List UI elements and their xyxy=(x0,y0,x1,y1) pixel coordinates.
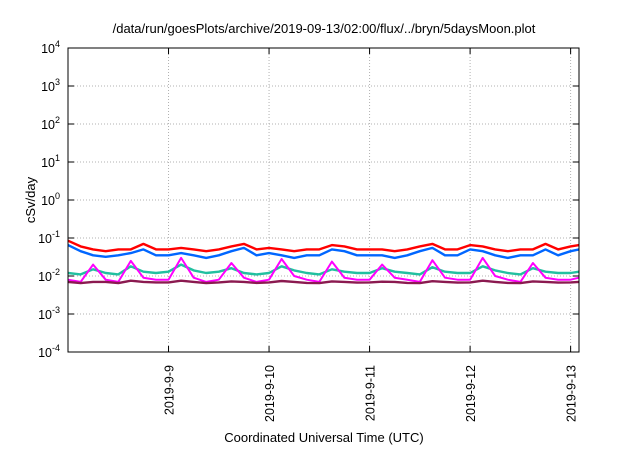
y-tick-label-base: 10 xyxy=(38,270,52,284)
y-tick-label-base: 10 xyxy=(41,42,55,56)
y-tick-label-exponent: -4 xyxy=(52,343,60,353)
series-line-magenta xyxy=(67,256,580,283)
y-tick-label: 10-4 xyxy=(38,343,60,360)
series-line-teal xyxy=(67,263,580,276)
x-tick-label: 2019-9-10 xyxy=(263,365,277,422)
y-tick-label-exponent: -1 xyxy=(52,229,60,239)
x-tick-labels: 2019-9-9 2019-9-10 2019-9-11 2019-9-12 2019-… xyxy=(163,365,579,422)
series-line-blue xyxy=(67,244,580,260)
y-tick-label: 103 xyxy=(41,77,60,94)
x-tick-label: 2019-9-11 xyxy=(364,365,378,421)
x-tick-label: 2019-9-9 xyxy=(163,365,177,415)
x-tick-label: 2019-9-13 xyxy=(565,365,579,422)
y-tick-label-exponent: 2 xyxy=(55,115,60,125)
x-axis-title: Coordinated Universal Time (UTC) xyxy=(224,430,423,445)
y-tick-label: 101 xyxy=(41,153,60,170)
y-tick-label-base: 10 xyxy=(41,156,55,170)
y-tick-label: 100 xyxy=(41,191,60,208)
y-tick-label-exponent: 4 xyxy=(55,39,60,49)
x-tick-label: 2019-9-12 xyxy=(464,365,478,422)
series-line-red xyxy=(67,239,580,253)
y-tick-label: 10-2 xyxy=(38,267,60,284)
y-tick-label-base: 10 xyxy=(41,80,55,94)
y-tick-label-base: 10 xyxy=(38,232,52,246)
y-tick-label-exponent: -2 xyxy=(52,267,60,277)
y-tick-label: 10-1 xyxy=(38,229,60,246)
y-tick-label-base: 10 xyxy=(41,118,55,132)
y-axis-title: cSv/day xyxy=(23,176,38,223)
y-tick-label-exponent: 1 xyxy=(55,153,60,163)
y-tick-label-base: 10 xyxy=(38,346,52,360)
y-tick-label: 104 xyxy=(41,39,60,56)
y-tick-label: 102 xyxy=(41,115,60,132)
grid xyxy=(68,47,579,353)
y-tick-label-base: 10 xyxy=(41,194,55,208)
ticks xyxy=(68,47,579,353)
y-tick-label-exponent: 3 xyxy=(55,77,60,87)
series-layer xyxy=(67,239,580,285)
y-tick-label-exponent: -3 xyxy=(52,305,60,315)
y-tick-label-base: 10 xyxy=(38,308,52,322)
series-line-maroon xyxy=(67,279,580,285)
y-tick-label-exponent: 0 xyxy=(55,191,60,201)
chart-title: /data/run/goesPlots/archive/2019-09-13/0… xyxy=(113,21,536,36)
y-tick-label: 10-3 xyxy=(38,305,60,322)
